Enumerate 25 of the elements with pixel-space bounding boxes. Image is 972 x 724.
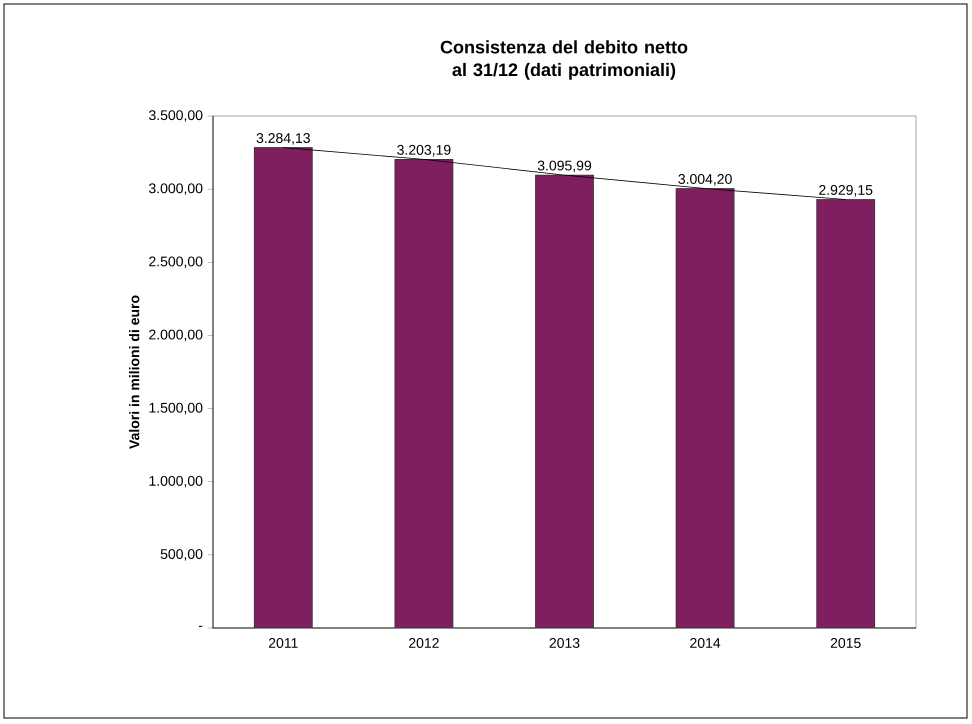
y-tick-label: 500,00: [160, 549, 202, 561]
y-tick-label: 2.000,00: [149, 330, 202, 342]
x-tick-label: 2015: [830, 638, 861, 648]
bar: [676, 188, 734, 628]
y-axis-title: Valori in milioni di euro: [129, 296, 140, 449]
bar: [254, 147, 313, 628]
y-tick-label: -: [198, 626, 202, 627]
y-tick-label: 2.500,00: [149, 256, 202, 268]
x-tick-label: 2013: [550, 638, 580, 648]
x-tick-label: 2014: [690, 638, 720, 648]
data-label: 3.004,20: [678, 174, 732, 186]
data-label: 3.203,19: [397, 144, 450, 156]
x-tick-label: 2012: [409, 638, 439, 648]
data-label: 2.929,15: [819, 185, 872, 197]
data-label: 3.284,13: [256, 133, 310, 145]
y-tick-label: 1.500,00: [150, 402, 202, 414]
y-tick-label: 3.500,00: [148, 110, 202, 122]
bar: [535, 174, 594, 628]
chart-title: Consistenza del debito netto al 31/12 (dati patrimoniali): [440, 40, 688, 80]
bar: [816, 199, 876, 628]
data-label: 3.095,99: [538, 160, 592, 172]
y-tick-label: 3.000,00: [148, 183, 202, 195]
x-tick-label: 2011: [268, 638, 298, 648]
bar: [394, 159, 454, 628]
y-tick-label: 1.000,00: [150, 476, 202, 488]
